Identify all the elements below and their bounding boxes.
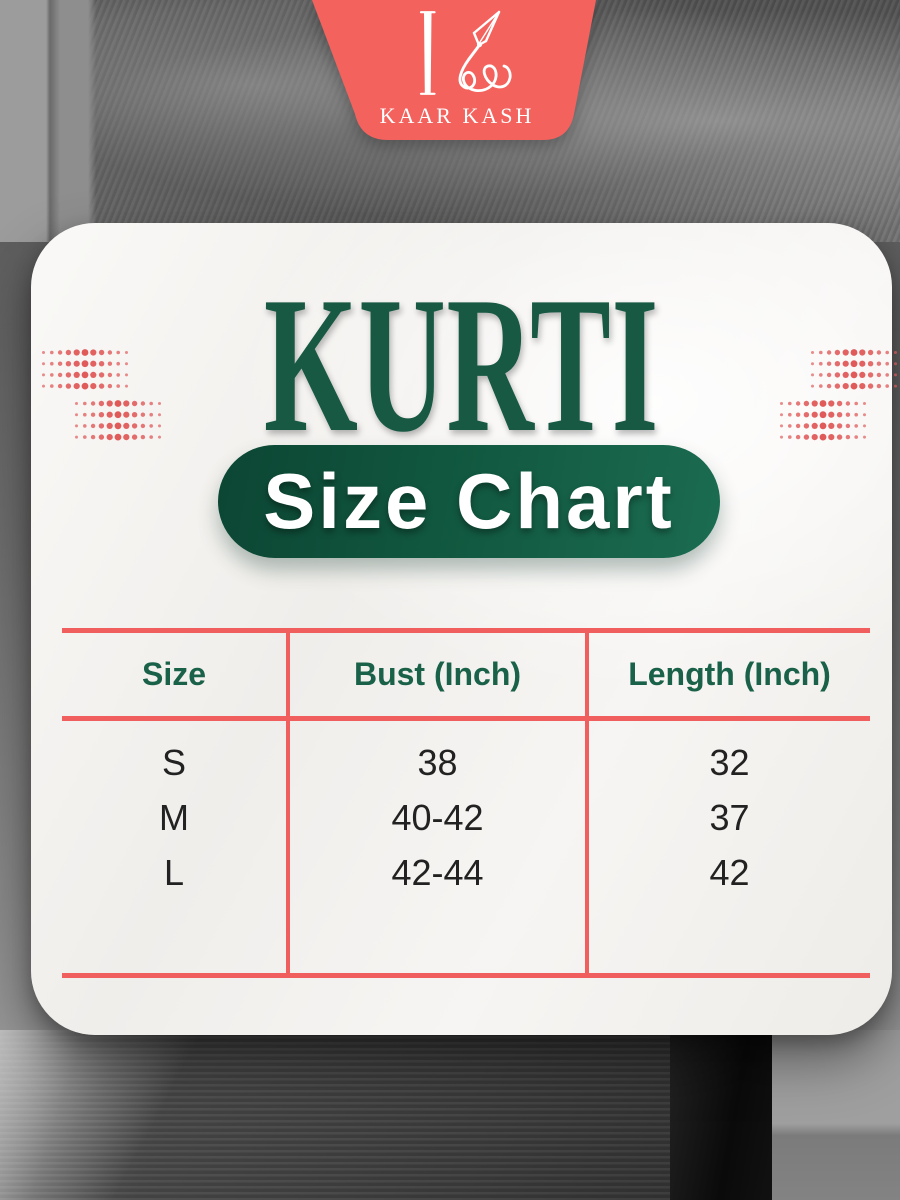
cell-bust-l: 42-44 bbox=[391, 852, 484, 893]
brand-badge: KAAR KASH bbox=[312, 0, 596, 140]
brand-name: KAAR KASH bbox=[379, 103, 535, 128]
cell-size-l: L bbox=[163, 852, 185, 893]
cell-bust-m: 40-42 bbox=[391, 797, 484, 838]
cell-length-s: 32 bbox=[709, 742, 750, 783]
size-chart-pill-label: Size Chart bbox=[263, 457, 675, 545]
size-chart-pill: Size Chart bbox=[218, 445, 720, 558]
cell-size-m: M bbox=[159, 797, 189, 838]
size-chart-card: KURTI Size Chart Size Bust (Inch) Length… bbox=[31, 223, 897, 1035]
dot-pattern-right-top bbox=[808, 348, 900, 390]
table-column-size: S M L bbox=[62, 721, 286, 973]
cell-length-m: 37 bbox=[709, 797, 750, 838]
size-chart-table: Size Bust (Inch) Length (Inch) S M L 38 … bbox=[62, 628, 870, 978]
dot-pattern-right-bottom bbox=[777, 399, 869, 441]
cell-length-l: 42 bbox=[709, 852, 750, 893]
pen-k-monogram-icon bbox=[419, 10, 512, 95]
column-header-bust: Bust (Inch) bbox=[286, 633, 585, 716]
column-header-size: Size bbox=[141, 656, 207, 692]
dot-pattern-left-top bbox=[39, 348, 131, 390]
column-header-length: Length (Inch) bbox=[585, 633, 870, 716]
badge-ribbon-shape bbox=[312, 0, 596, 140]
table-column-length: 32 37 42 bbox=[585, 721, 870, 973]
page-title: KURTI bbox=[263, 257, 660, 473]
cell-size-s: S bbox=[161, 742, 186, 783]
cell-bust-s: 38 bbox=[417, 742, 458, 783]
table-header-row: Size Bust (Inch) Length (Inch) bbox=[62, 628, 870, 721]
table-column-bust: 38 40-42 42-44 bbox=[286, 721, 585, 973]
dot-pattern-left-bottom bbox=[72, 399, 164, 441]
table-body: S M L 38 40-42 42-44 32 37 42 bbox=[62, 721, 870, 978]
